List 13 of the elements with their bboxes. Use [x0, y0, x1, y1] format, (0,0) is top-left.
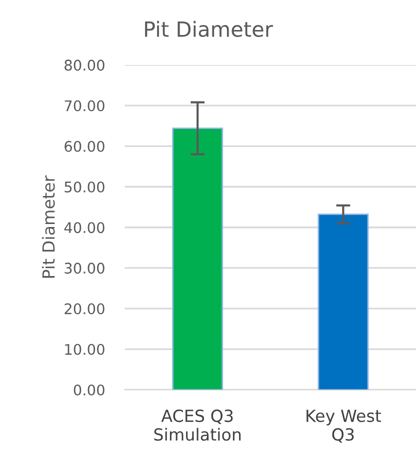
y-tick-label: 10.00	[65, 344, 104, 355]
x-tick-label: ACES Q3 Simulation	[154, 410, 241, 441]
y-tick-label: 80.00	[64, 60, 104, 71]
y-tick-label: 70.00	[64, 100, 104, 112]
y-tick-label: 0.00	[74, 384, 104, 396]
x-tick-label: Key West Q3	[306, 410, 382, 443]
y-tick-label: 50.00	[64, 181, 104, 193]
chart-title: Pit Diameter	[145, 20, 273, 38]
y-tick-label: 60.00	[64, 140, 104, 152]
y-axis-title: Pit Diameter	[42, 175, 55, 278]
y-tick-label: 20.00	[64, 303, 104, 314]
y-tick-label: 30.00	[64, 262, 104, 274]
y-tick-label: 40.00	[64, 222, 104, 234]
